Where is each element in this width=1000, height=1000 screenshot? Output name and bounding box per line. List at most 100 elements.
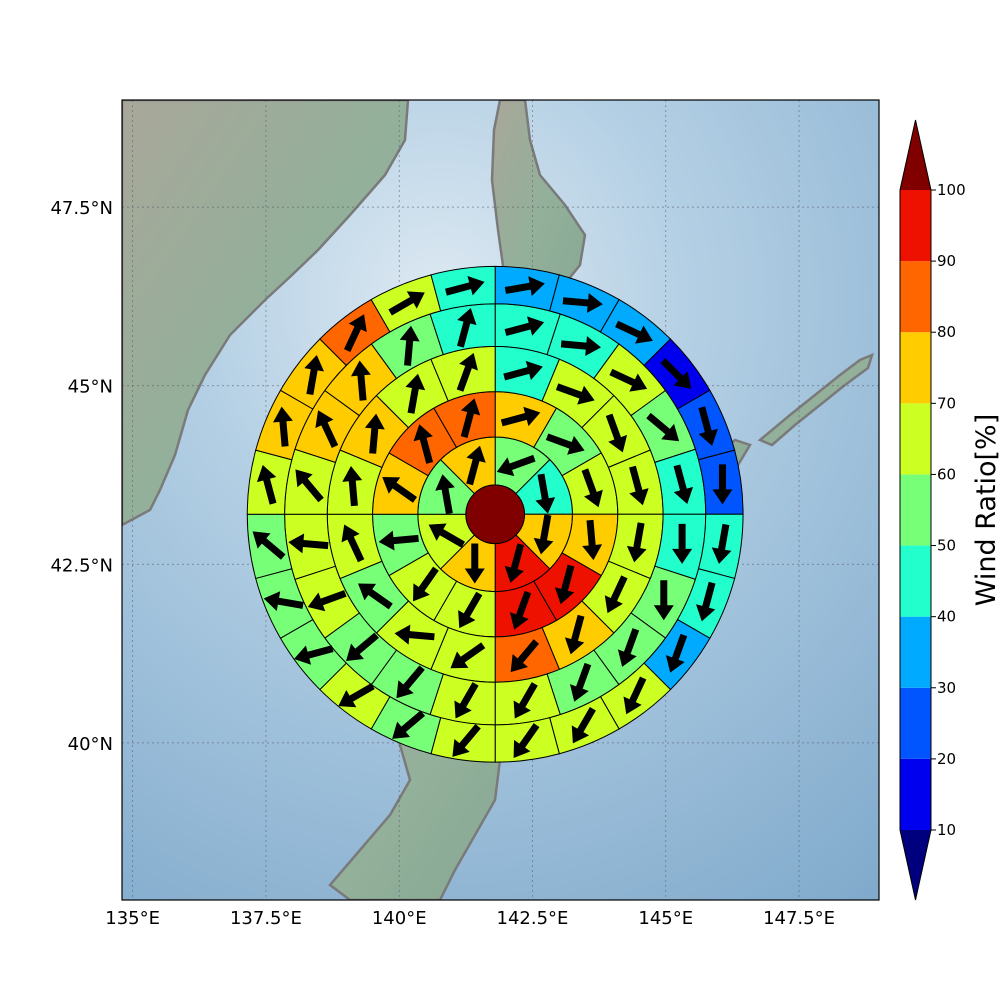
colorbar-band [900, 190, 931, 262]
wind-arrow [435, 474, 455, 515]
wind-arrow [456, 353, 478, 392]
y-tick-label: 42.5°N [50, 555, 113, 576]
wind-arrow [458, 591, 483, 629]
wind-arrow [457, 308, 477, 348]
wind-arrow [698, 406, 718, 446]
center-disk [465, 484, 525, 545]
x-tick-label: 142.5°E [497, 908, 569, 929]
colorbar-band [900, 687, 931, 759]
wind-arrow [711, 523, 732, 564]
wind-arrow [272, 406, 293, 447]
wind-arrow [450, 642, 486, 669]
x-tick-label: 140°E [372, 908, 427, 929]
colorbar-band [900, 474, 931, 546]
wind-arrow [626, 522, 647, 563]
wind-arrow [341, 524, 365, 563]
wind-arrow [672, 523, 693, 564]
wind-arrow [555, 383, 595, 405]
wind-arrow [604, 575, 628, 614]
colorbar-tick-label: 10 [937, 821, 956, 839]
wind-arrow [629, 465, 649, 506]
x-tick-label: 135°E [105, 908, 160, 929]
wind-arrow [510, 639, 540, 673]
wind-arrow [343, 314, 367, 353]
wind-arrow [504, 543, 525, 583]
y-tick-label: 40°N [68, 734, 113, 755]
colorbar-extend-over [900, 120, 931, 190]
wind-arrow [382, 476, 418, 503]
wind-arrow [609, 368, 648, 392]
wind-arrow [617, 628, 640, 667]
colorbar-tick-label: 100 [937, 181, 966, 199]
wind-arrow [388, 291, 425, 316]
wind-arrow [295, 469, 324, 503]
wind-arrow [695, 581, 716, 622]
wind-arrow [338, 683, 375, 708]
land-honshu-mainland [122, 100, 410, 527]
wind-arrow [535, 473, 556, 514]
y-axis-ticks: 40°N 42.5°N 45°N 47.5°N [50, 198, 113, 755]
wind-arrow [392, 710, 426, 739]
wind-arrow [454, 682, 479, 719]
colorbar-band [900, 545, 931, 617]
wind-arrow [399, 325, 420, 366]
wind-arrow [605, 413, 628, 453]
wind-arrow [428, 523, 465, 548]
wind-arrow [445, 276, 485, 296]
wind-arrow [464, 543, 485, 584]
wind-arrow [562, 292, 603, 313]
wind-arrow [554, 564, 575, 605]
colorbar-band [900, 616, 931, 688]
wind-arrow [500, 406, 541, 427]
colorbar-tick-label: 70 [937, 394, 956, 412]
wind-arrow [504, 276, 545, 296]
colorbar-tick-label: 60 [937, 465, 956, 483]
y-tick-label: 47.5°N [50, 198, 113, 219]
wind-arrow [569, 662, 592, 702]
y-tick-label: 45°N [68, 377, 113, 398]
wind-arrow [665, 633, 688, 673]
wind-arrow [653, 580, 674, 621]
wind-arrow [413, 566, 439, 602]
wind-arrow [581, 468, 603, 508]
wind-arrow [504, 316, 545, 336]
wind-arrow [288, 533, 329, 554]
wind-arrow [513, 682, 538, 719]
colorbar-band [900, 261, 931, 333]
colorbar-label: Wind Ratio[%] [971, 414, 1000, 606]
wind-arrow [378, 530, 419, 551]
wind-arrow [545, 433, 585, 455]
colorbar-band [900, 403, 931, 475]
wind-arrow [252, 531, 286, 560]
wind-arrow [346, 632, 379, 661]
map-frame [121, 99, 880, 901]
wind-arrow [560, 336, 602, 357]
wind-arrow [452, 723, 481, 757]
wind-arrow [466, 445, 486, 486]
colorbar-tick-label: 80 [937, 323, 956, 341]
colorbar: 10 20 30 40 50 60 70 80 90 100 [899, 119, 966, 901]
wind-arrow [509, 590, 532, 630]
wind-arrow [293, 645, 334, 665]
colorbar-tick-label: 40 [937, 608, 956, 626]
colorbar-tick-label: 20 [937, 750, 956, 768]
wind-arrow [357, 583, 393, 610]
wind-arrow [263, 591, 304, 611]
colorbar-band [900, 758, 931, 830]
colorbar-extend-under [900, 830, 931, 900]
wind-arrow [315, 410, 339, 448]
wind-arrow [615, 320, 653, 344]
land-kuril-islands [757, 352, 874, 447]
x-axis-ticks: 135°E 137.5°E 140°E 142.5°E 145°E 147.5°E [105, 908, 835, 929]
wind-arrow [405, 373, 426, 414]
x-tick-label: 147.5°E [763, 908, 835, 929]
wind-arrow [394, 624, 435, 645]
x-tick-label: 145°E [638, 908, 693, 929]
wind-arrow [564, 614, 585, 655]
wind-arrow [646, 412, 680, 442]
wind-arrow [396, 665, 425, 699]
wind-arrow [623, 676, 647, 715]
wind-arrow [571, 706, 596, 744]
wind-arrow [256, 465, 277, 505]
